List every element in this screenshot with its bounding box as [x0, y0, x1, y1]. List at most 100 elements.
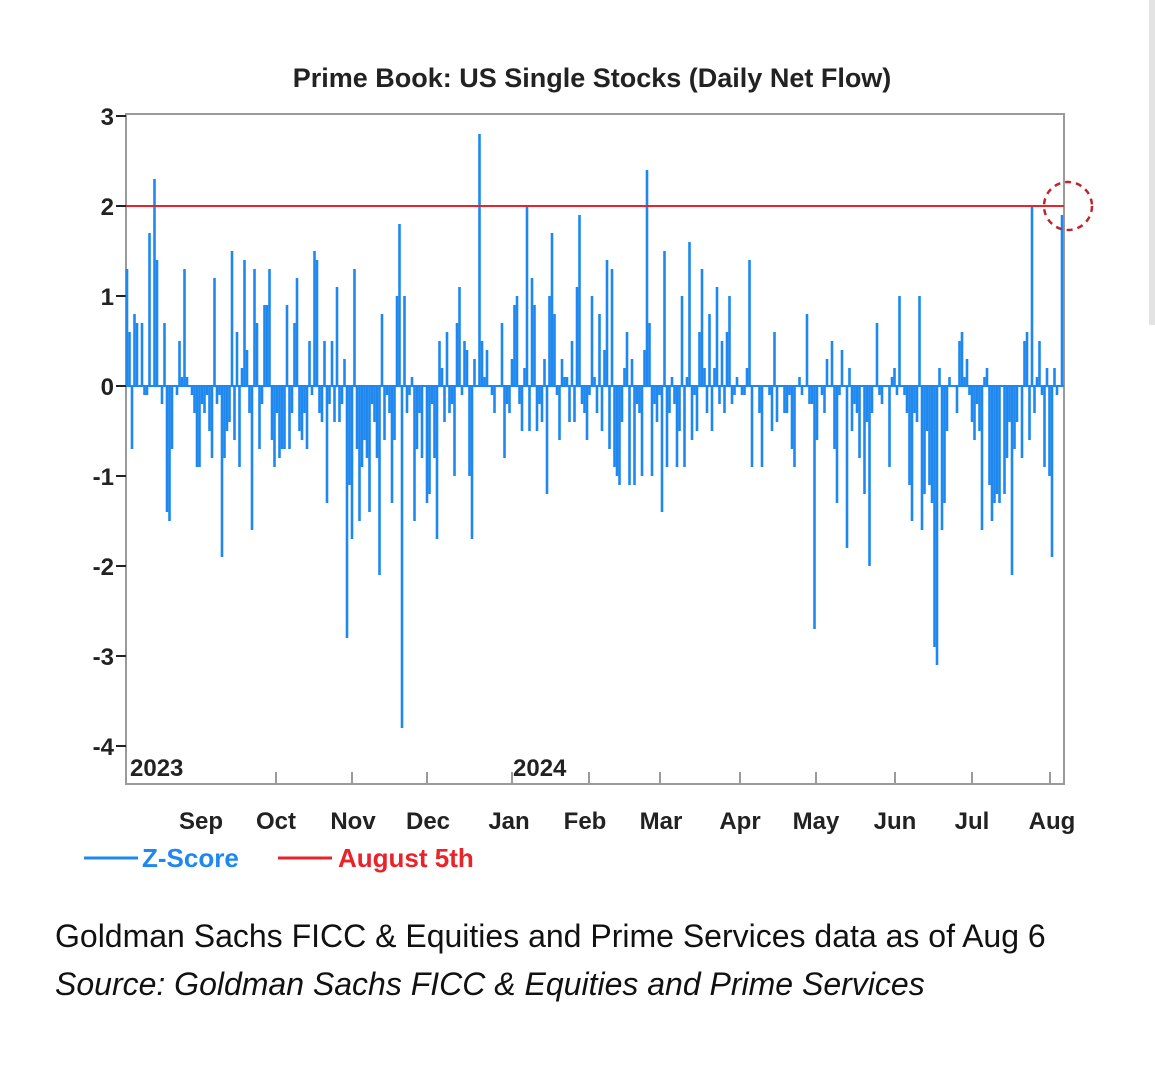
bar	[675, 386, 679, 467]
bar	[268, 269, 271, 386]
bar	[133, 314, 136, 386]
bar	[523, 368, 526, 386]
bar	[688, 242, 691, 386]
bar	[1035, 377, 1039, 386]
bar	[853, 386, 856, 404]
bar	[440, 368, 444, 386]
bar	[185, 377, 189, 386]
bar	[680, 296, 684, 386]
bar	[285, 305, 289, 386]
bar	[290, 386, 294, 413]
bar	[248, 386, 251, 413]
bar	[945, 386, 949, 431]
bar	[218, 386, 221, 395]
bar	[170, 386, 174, 449]
bar	[810, 386, 814, 404]
bar	[420, 386, 424, 458]
bar	[685, 377, 689, 386]
bar	[358, 386, 361, 521]
bar	[638, 386, 641, 413]
bar	[533, 305, 536, 386]
bar	[748, 260, 751, 386]
bar	[663, 251, 666, 386]
bar	[373, 386, 376, 422]
bar	[305, 386, 309, 449]
bar	[703, 368, 706, 386]
bar	[628, 386, 631, 485]
bar	[623, 368, 626, 386]
bar	[343, 359, 346, 386]
plot-frame	[125, 113, 1065, 785]
bar	[775, 386, 779, 422]
bar	[180, 377, 184, 386]
bar	[213, 278, 216, 386]
bar	[240, 368, 244, 386]
bar	[785, 386, 789, 413]
bar	[835, 386, 839, 503]
bar	[365, 386, 369, 458]
bar	[143, 386, 146, 395]
bar	[238, 386, 241, 467]
bar	[938, 368, 941, 386]
bar	[995, 386, 999, 494]
scrollbar[interactable]	[1149, 0, 1155, 325]
bar	[910, 386, 914, 521]
x-axis: Sep Oct Nov Dec Jan Feb Mar Apr May Jun Jul Aug	[125, 772, 1076, 835]
bar	[348, 386, 351, 485]
bar	[735, 377, 739, 386]
bar	[1038, 341, 1041, 386]
bar	[458, 287, 461, 386]
bar	[333, 386, 336, 422]
bar	[260, 386, 264, 404]
bar	[978, 386, 981, 431]
bar	[155, 260, 159, 386]
bar	[595, 386, 599, 413]
bar	[385, 386, 389, 395]
x-tick-label: Aug	[1029, 808, 1076, 835]
x-tick-label: Jan	[488, 808, 529, 835]
bar	[508, 386, 511, 413]
bar	[398, 224, 401, 386]
bar	[378, 386, 381, 575]
bar	[913, 386, 916, 413]
bar	[165, 386, 169, 512]
bar	[1003, 386, 1006, 494]
y-tick-label: 1	[101, 284, 114, 311]
bar	[925, 386, 929, 431]
bar	[330, 341, 334, 386]
bar	[640, 386, 644, 476]
bar	[230, 251, 234, 386]
bar	[868, 386, 871, 566]
bar	[545, 386, 549, 494]
bar	[668, 386, 671, 413]
bar	[528, 386, 531, 431]
bar	[1033, 386, 1036, 413]
bar	[568, 386, 571, 422]
bar	[975, 386, 979, 404]
bar	[783, 386, 786, 413]
bar	[935, 386, 939, 665]
bar	[648, 323, 651, 386]
bar	[970, 386, 974, 422]
bar	[275, 386, 279, 413]
bar	[168, 386, 171, 521]
bar	[505, 386, 509, 404]
bar	[965, 359, 969, 386]
bar	[940, 386, 944, 530]
bar	[890, 377, 894, 386]
bar	[163, 323, 166, 386]
x-tick-label: Jul	[955, 808, 990, 835]
highlight-circle	[1042, 180, 1094, 232]
y-tick-label: 3	[101, 104, 114, 131]
bar	[335, 287, 339, 386]
bar	[245, 350, 249, 386]
bar	[433, 386, 436, 458]
x-tick-label: May	[793, 808, 840, 835]
bar	[1028, 386, 1031, 440]
bar	[1013, 386, 1016, 449]
bar	[368, 386, 371, 512]
legend-label-august-5th: August 5th	[338, 843, 474, 873]
bar	[250, 386, 254, 530]
bar	[820, 386, 824, 395]
bar	[413, 386, 416, 521]
